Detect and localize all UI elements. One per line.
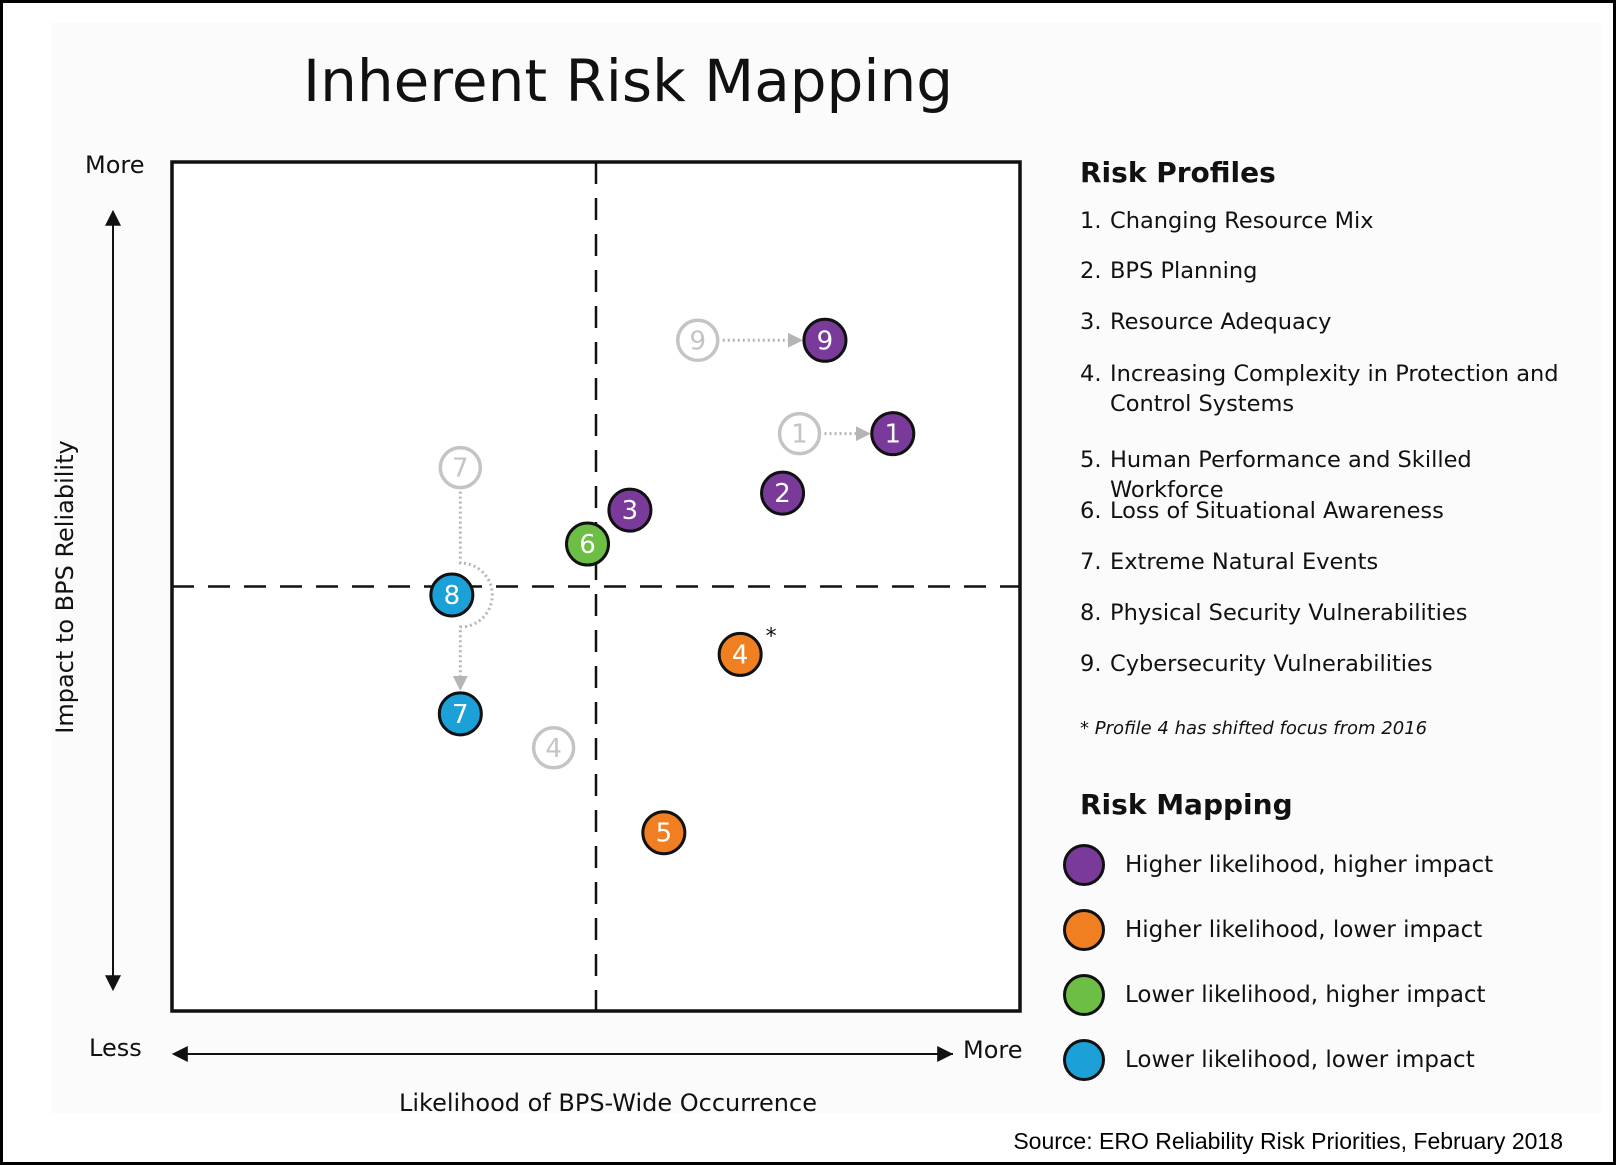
risk-profile-text: BPS Planning bbox=[1110, 258, 1258, 284]
y-axis-title: Impact to BPS Reliability bbox=[51, 440, 79, 734]
previous-point-7: 7 bbox=[438, 445, 483, 490]
previous-point-label: 7 bbox=[452, 454, 469, 484]
risk-point-label: 6 bbox=[579, 530, 596, 560]
legend-label: Lower likelihood, higher impact bbox=[1125, 982, 1486, 1008]
risk-profile-number: 8. bbox=[1080, 600, 1102, 626]
risk-point-9: 9 bbox=[802, 317, 848, 363]
risk-point-8: 8 bbox=[429, 572, 475, 618]
risk-point-label: 4 bbox=[732, 640, 749, 670]
legend-swatch bbox=[1063, 909, 1105, 951]
risk-point-label: 5 bbox=[656, 819, 673, 849]
risk-point-circle bbox=[760, 470, 806, 516]
legend-label: Lower likelihood, lower impact bbox=[1125, 1047, 1475, 1073]
legend-item: Lower likelihood, lower impact bbox=[1063, 1036, 1475, 1084]
risk-profile-item: 2. BPS Planning bbox=[1080, 256, 1580, 286]
legend-swatch bbox=[1063, 1039, 1105, 1081]
risk-point-5: 5 bbox=[641, 810, 687, 856]
previous-point-label: 1 bbox=[791, 420, 808, 450]
risk-point-7: 7 bbox=[437, 691, 483, 737]
previous-point-circle bbox=[531, 726, 576, 770]
y-axis-high-label: More bbox=[85, 151, 145, 179]
previous-point-label: 9 bbox=[689, 326, 706, 356]
source-citation: Source: ERO Reliability Risk Priorities,… bbox=[1013, 1128, 1563, 1154]
x-axis-title: Likelihood of BPS-Wide Occurrence bbox=[399, 1089, 817, 1117]
risk-profile-text: Increasing Complexity in Protection and … bbox=[1110, 361, 1559, 417]
asterisk-marker: * bbox=[766, 624, 777, 649]
risk-profile-number: 3. bbox=[1080, 309, 1102, 335]
risk-profile-text: Human Performance and Skilled Workforce bbox=[1110, 447, 1472, 503]
risk-profile-text: Cybersecurity Vulnerabilities bbox=[1110, 651, 1433, 677]
risk-point-1: 1 bbox=[870, 411, 916, 457]
x-axis-high-label: More bbox=[963, 1036, 1023, 1064]
move-arrow-7 bbox=[452, 491, 494, 691]
risk-point-6: 6 bbox=[565, 521, 611, 567]
risk-point-circle bbox=[717, 631, 763, 677]
risk-profile-item: 4. Increasing Complexity in Protection an… bbox=[1080, 359, 1580, 419]
previous-positions: 9 1 7 4 bbox=[438, 318, 822, 770]
risk-point-2: 2 bbox=[760, 470, 806, 516]
legend-item: Higher likelihood, lower impact bbox=[1063, 906, 1482, 954]
risk-profile-text: Resource Adequacy bbox=[1110, 309, 1332, 335]
risk-point-circle bbox=[429, 572, 475, 618]
risk-profile-item: 1. Changing Resource Mix bbox=[1080, 206, 1580, 236]
risk-point-circle bbox=[870, 411, 916, 457]
legend-item: Lower likelihood, higher impact bbox=[1063, 971, 1486, 1019]
legend-swatch bbox=[1063, 974, 1105, 1016]
movement-arrows bbox=[452, 332, 871, 691]
risk-profile-number: 1. bbox=[1080, 208, 1102, 234]
risk-point-label: 9 bbox=[817, 326, 834, 356]
risk-profile-number: 2. bbox=[1080, 258, 1102, 284]
legend-label: Higher likelihood, lower impact bbox=[1125, 917, 1483, 943]
risk-point-circle bbox=[641, 810, 687, 856]
risk-profile-item: 7. Extreme Natural Events bbox=[1080, 547, 1580, 577]
risk-point-label: 1 bbox=[885, 420, 902, 450]
risk-point-label: 3 bbox=[622, 496, 639, 526]
legend-label: Higher likelihood, higher impact bbox=[1125, 852, 1494, 878]
risk-point-label: 7 bbox=[452, 700, 469, 730]
previous-point-9: 9 bbox=[676, 318, 720, 363]
risk-profile-text: Changing Resource Mix bbox=[1110, 208, 1374, 234]
risk-profile-number: 6. bbox=[1080, 498, 1102, 524]
risk-profile-text: Extreme Natural Events bbox=[1110, 549, 1379, 575]
previous-point-circle bbox=[777, 411, 822, 456]
risk-point-label: 8 bbox=[444, 581, 461, 611]
y-axis-low-label: Less bbox=[89, 1034, 142, 1062]
risk-profile-item: 3. Resource Adequacy bbox=[1080, 307, 1580, 337]
asterisk-footnote: * Profile 4 has shifted focus from 2016 bbox=[1080, 718, 1428, 739]
risk-point-3: 3 bbox=[607, 487, 653, 533]
risk-point-circle bbox=[565, 521, 611, 567]
risk-profile-number: 7. bbox=[1080, 549, 1102, 575]
risk-profile-number: 9. bbox=[1080, 651, 1102, 677]
chart-title: Inherent Risk Mapping bbox=[303, 47, 954, 115]
legend-swatch bbox=[1063, 844, 1105, 886]
previous-point-4: 4 bbox=[531, 726, 576, 770]
risk-profile-item: 5. Human Performance and Skilled Workforc… bbox=[1080, 445, 1580, 505]
risk-profiles-heading: Risk Profiles bbox=[1080, 156, 1276, 189]
risk-profile-number: 4. bbox=[1080, 361, 1102, 387]
risk-point-circle bbox=[802, 317, 848, 363]
risk-point-4: 4* bbox=[717, 624, 777, 677]
risk-point-label: 2 bbox=[774, 479, 791, 509]
previous-point-label: 4 bbox=[545, 734, 562, 764]
legend-item: Higher likelihood, higher impact bbox=[1063, 841, 1493, 889]
risk-profile-text: Loss of Situational Awareness bbox=[1110, 498, 1444, 524]
risk-profile-item: 6. Loss of Situational Awareness bbox=[1080, 496, 1580, 526]
risk-profile-number: 5. bbox=[1080, 447, 1102, 473]
previous-point-circle bbox=[676, 318, 720, 363]
risk-profile-text: Physical Security Vulnerabilities bbox=[1110, 600, 1468, 626]
risk-point-circle bbox=[437, 691, 483, 737]
risk-profile-item: 9. Cybersecurity Vulnerabilities bbox=[1080, 649, 1580, 679]
plot-area bbox=[170, 160, 1022, 1013]
previous-point-1: 1 bbox=[777, 411, 822, 456]
risk-point-circle bbox=[607, 487, 653, 533]
risk-mapping-heading: Risk Mapping bbox=[1080, 788, 1293, 821]
previous-point-circle bbox=[438, 445, 483, 490]
risk-profile-item: 8. Physical Security Vulnerabilities bbox=[1080, 598, 1580, 628]
